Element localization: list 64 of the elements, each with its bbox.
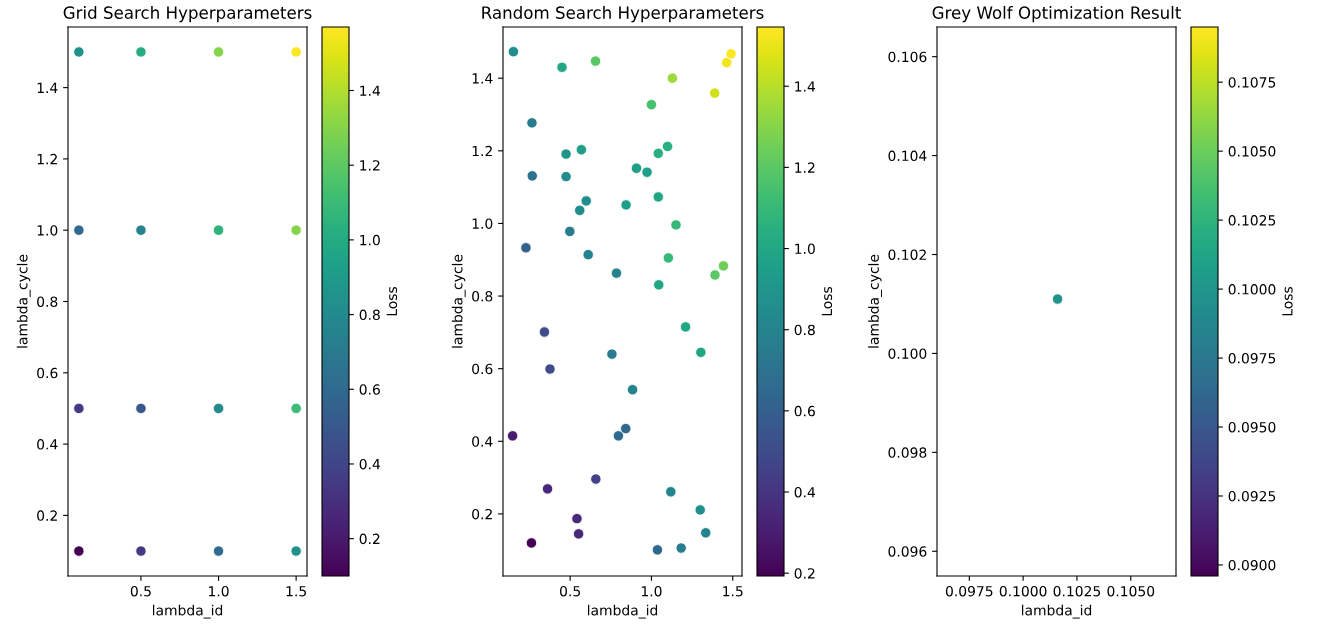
color-bar-label: 0.4 xyxy=(794,486,816,498)
y-tick-label: 1.2 xyxy=(472,145,492,157)
color-bar-label: 0.4 xyxy=(359,458,381,470)
x-tick-label: 0.1025 xyxy=(1053,585,1101,597)
chart-title: Grey Wolf Optimization Result xyxy=(932,6,1181,23)
color-bar-label: 0.6 xyxy=(359,384,380,395)
color-bar-label: 1.4 xyxy=(795,81,816,92)
y-tick-label: 1.0 xyxy=(472,218,493,229)
y-tick-label: 1.4 xyxy=(37,82,58,93)
y-tick-label: 0.8 xyxy=(472,291,493,302)
y-axis-title: lambda_cycle xyxy=(868,254,882,348)
color-bar-title: Loss xyxy=(821,286,833,316)
color-bar-label: 1.4 xyxy=(360,85,381,96)
y-tick-label: 0.6 xyxy=(472,363,493,375)
y-tick-label: 0.106 xyxy=(888,51,927,63)
color-bar-label: 0.1075 xyxy=(1228,77,1276,88)
y-tick-label: 0.098 xyxy=(888,447,927,458)
y-tick-label: 0.8 xyxy=(37,296,58,307)
color-bar-label: 1.2 xyxy=(795,162,815,173)
y-tick-label: 0.2 xyxy=(472,508,492,520)
chart-title: Random Search Hyperparameters xyxy=(482,6,764,23)
y-axis-title: lambda_cycle xyxy=(451,254,466,348)
color-bar-title: Loss xyxy=(386,286,398,316)
color-bar-label: 0.2 xyxy=(794,568,815,579)
color-bar-label: 0.0975 xyxy=(1228,353,1276,364)
color-bar-label: 1.0 xyxy=(360,234,380,246)
color-bar-label: 0.0925 xyxy=(1228,490,1276,502)
color-bar-title: Loss xyxy=(1282,286,1293,316)
color-bar-label: 0.0950 xyxy=(1228,421,1276,433)
x-tick-label: 0.1000 xyxy=(999,585,1047,597)
color-bar-label: 0.2 xyxy=(359,533,380,545)
x-tick-label: 0.0975 xyxy=(945,585,993,597)
x-tick-label: 1.5 xyxy=(723,586,743,597)
color-bar-label: 1.2 xyxy=(360,160,380,171)
color-bar-label: 0.1025 xyxy=(1228,215,1276,226)
x-axis-title: lambda_id xyxy=(587,604,658,619)
color-bar-label: 0.1000 xyxy=(1228,284,1276,295)
y-tick-label: 0.100 xyxy=(888,348,927,359)
y-tick-label: 1.0 xyxy=(37,225,58,236)
x-tick-label: 1.0 xyxy=(641,585,662,597)
color-bar-label: 0.8 xyxy=(359,309,380,321)
x-tick-label: 1.0 xyxy=(209,585,229,597)
x-tick-label: 0.5 xyxy=(560,585,580,597)
color-bar-label: 0.0900 xyxy=(1228,559,1276,571)
y-tick-label: 0.4 xyxy=(37,439,58,450)
y-tick-label: 0.096 xyxy=(888,546,927,557)
x-axis-title: lambda_id xyxy=(1021,604,1092,619)
chart-title: Grid Search Hyperparameters xyxy=(63,6,312,23)
color-bar-label: 0.1050 xyxy=(1228,146,1276,157)
color-bar-label: 0.8 xyxy=(794,324,815,336)
x-axis-title: lambda_id xyxy=(152,604,223,619)
y-tick-label: 0.104 xyxy=(888,150,927,162)
y-tick-label: 0.4 xyxy=(472,436,493,447)
y-tick-label: 0.102 xyxy=(888,249,926,260)
x-tick-label: 1.5 xyxy=(286,586,306,597)
y-tick-label: 0.2 xyxy=(37,510,57,521)
y-tick-label: 1.4 xyxy=(472,73,493,84)
y-tick-label: 1.2 xyxy=(37,153,57,165)
color-bar-label: 0.6 xyxy=(794,405,815,417)
x-tick-label: 0.5 xyxy=(130,585,151,597)
color-bar-label: 1.0 xyxy=(795,243,815,255)
y-axis-title: lambda_cycle xyxy=(16,254,31,348)
y-tick-label: 0.6 xyxy=(37,367,58,379)
x-tick-label: 0.1050 xyxy=(1107,585,1155,597)
